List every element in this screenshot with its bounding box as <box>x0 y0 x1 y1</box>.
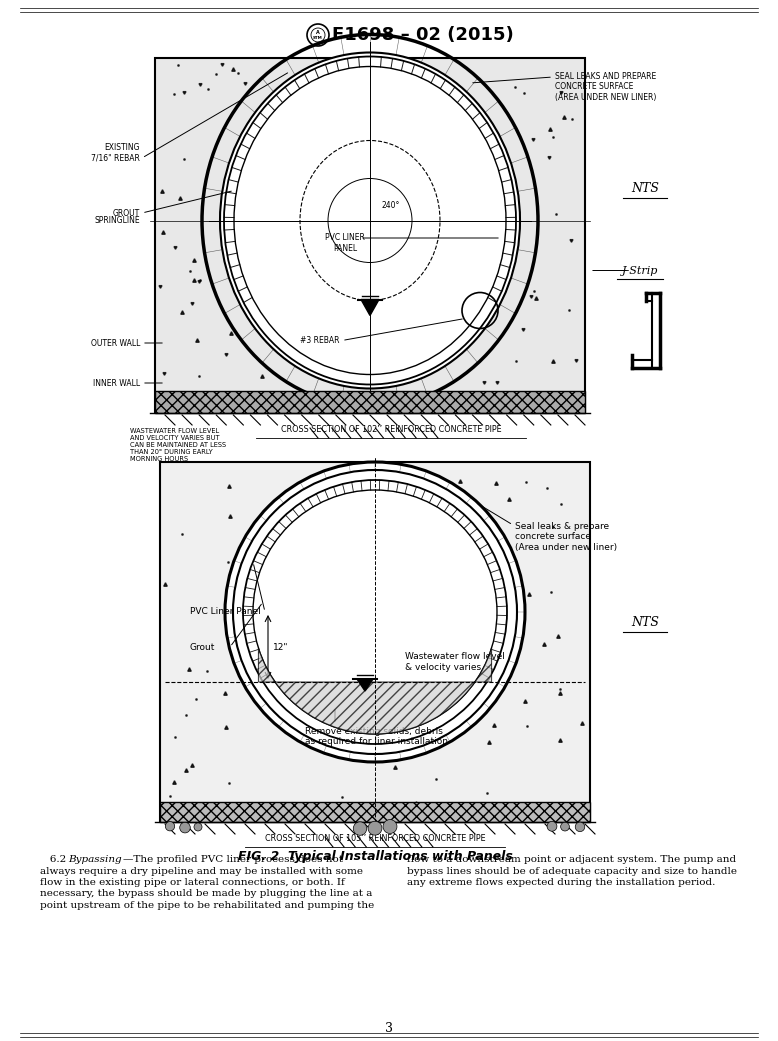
Text: Bypassing: Bypassing <box>68 855 121 864</box>
Text: 3: 3 <box>385 1021 393 1035</box>
Circle shape <box>225 462 525 762</box>
Text: necessary, the bypass should be made by plugging the line at a: necessary, the bypass should be made by … <box>40 889 373 898</box>
Text: PVC Liner Panel: PVC Liner Panel <box>190 608 261 616</box>
Text: STM: STM <box>313 36 323 40</box>
Circle shape <box>368 821 382 835</box>
Text: flow in the existing pipe or lateral connections, or both. If: flow in the existing pipe or lateral con… <box>40 878 345 887</box>
Text: bypass lines should be of adequate capacity and size to handle: bypass lines should be of adequate capac… <box>407 866 737 875</box>
Text: any extreme flows expected during the installation period.: any extreme flows expected during the in… <box>407 878 716 887</box>
Polygon shape <box>357 679 373 691</box>
Circle shape <box>180 822 191 833</box>
Text: #3 REBAR: #3 REBAR <box>300 336 340 345</box>
Bar <box>155 58 585 413</box>
Text: Seal leaks & prepare
concrete surface
(Area under new liner): Seal leaks & prepare concrete surface (A… <box>515 522 617 552</box>
Text: FIG. 2  Typical Installations with Panels: FIG. 2 Typical Installations with Panels <box>237 850 513 863</box>
Text: always require a dry pipeline and may be installed with some: always require a dry pipeline and may be… <box>40 866 363 875</box>
Text: CROSS SECTION OF 105’’ REINFORCED CONCRETE PIPE: CROSS SECTION OF 105’’ REINFORCED CONCRE… <box>265 834 485 843</box>
Text: 240°: 240° <box>382 201 401 210</box>
Text: EXISTING
7/16" REBAR: EXISTING 7/16" REBAR <box>91 144 140 162</box>
Text: SPRINGLINE: SPRINGLINE <box>94 215 140 225</box>
Text: GROUT: GROUT <box>113 208 140 218</box>
Polygon shape <box>258 649 492 734</box>
Text: OUTER WALL: OUTER WALL <box>90 338 140 348</box>
Text: SEAL LEAKS AND PREPARE
CONCRETE SURFACE
(AREA UNDER NEW LINER): SEAL LEAKS AND PREPARE CONCRETE SURFACE … <box>555 72 657 102</box>
Text: NTS: NTS <box>631 615 659 629</box>
Text: 12": 12" <box>273 642 289 652</box>
Circle shape <box>383 819 397 834</box>
Text: Remove existing solids, debris
as required for liner installation: Remove existing solids, debris as requir… <box>305 727 448 746</box>
Text: Grout: Grout <box>190 642 216 652</box>
Text: 6.2: 6.2 <box>40 855 69 864</box>
Bar <box>155 391 585 413</box>
Circle shape <box>547 821 557 831</box>
Ellipse shape <box>220 52 520 388</box>
Text: PVC LINER
PANEL: PVC LINER PANEL <box>325 233 365 253</box>
Text: Wastewater flow level
& velocity varies: Wastewater flow level & velocity varies <box>405 653 505 671</box>
Bar <box>160 802 590 822</box>
Circle shape <box>575 822 585 832</box>
Text: A: A <box>316 29 320 34</box>
Text: INNER WALL: INNER WALL <box>93 379 140 387</box>
Text: NTS: NTS <box>631 181 659 195</box>
Polygon shape <box>361 300 379 315</box>
Text: flow to a downstream point or adjacent system. The pump and: flow to a downstream point or adjacent s… <box>407 855 736 864</box>
Circle shape <box>194 823 202 831</box>
Circle shape <box>353 821 366 835</box>
Text: J-Strip: J-Strip <box>622 266 658 276</box>
Circle shape <box>165 821 175 831</box>
Text: CROSS SECTION OF 102’’ REINFORCED CONCRETE PIPE: CROSS SECTION OF 102’’ REINFORCED CONCRE… <box>281 425 502 434</box>
Bar <box>160 462 590 822</box>
Text: —The profiled PVC liner process does not: —The profiled PVC liner process does not <box>123 855 343 864</box>
Text: WASTEWATER FLOW LEVEL
AND VELOCITY VARIES BUT
CAN BE MAINTAINED AT LESS
THAN 20": WASTEWATER FLOW LEVEL AND VELOCITY VARIE… <box>130 428 226 462</box>
Text: point upstream of the pipe to be rehabilitated and pumping the: point upstream of the pipe to be rehabil… <box>40 902 374 910</box>
Text: F1698 – 02 (2015): F1698 – 02 (2015) <box>332 26 513 44</box>
Circle shape <box>561 822 569 831</box>
